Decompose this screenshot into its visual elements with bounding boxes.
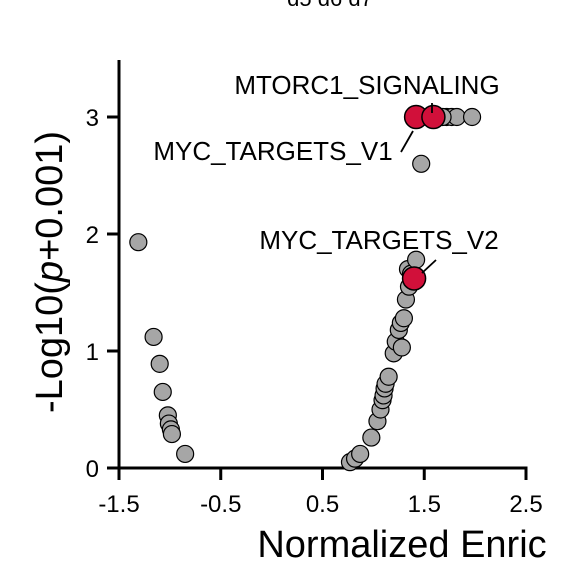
data-point bbox=[150, 354, 169, 373]
data-point bbox=[153, 382, 172, 402]
y-axis-title: -Log10(p+0.001) bbox=[29, 131, 71, 413]
axes: -1.5 -0.5 0.5 1.5 2.5 0 1 2 3 bbox=[86, 60, 543, 518]
y-tick-label: 2 bbox=[86, 222, 99, 249]
y-axis-title-prefix: -Log10( bbox=[29, 282, 71, 413]
annotation-label: MYC_TARGETS_V2 bbox=[259, 225, 498, 255]
data-point bbox=[129, 233, 148, 252]
annotation-label: MTORC1_SIGNALING bbox=[234, 70, 499, 100]
x-axis-title: Normalized Enric bbox=[257, 524, 546, 566]
data-point bbox=[392, 338, 411, 357]
highlight-point bbox=[421, 104, 446, 130]
y-axis-title-suffix: +0.001) bbox=[29, 131, 71, 261]
data-point bbox=[162, 424, 182, 444]
x-tick-label: 1.5 bbox=[408, 491, 441, 518]
data-point bbox=[379, 367, 398, 386]
annotations: MYC_TARGETS_V1 MTORC1_SIGNALING MYC_TARGET… bbox=[153, 70, 500, 274]
annotation-leader bbox=[421, 259, 437, 274]
data-point bbox=[412, 154, 431, 173]
data-point bbox=[362, 428, 381, 447]
data-point bbox=[394, 309, 413, 328]
x-tick-label: 0.5 bbox=[306, 491, 339, 518]
annotation-label: MYC_TARGETS_V1 bbox=[153, 136, 392, 166]
data-point bbox=[462, 107, 482, 127]
y-tick-label: 0 bbox=[86, 456, 99, 483]
highlight-point bbox=[401, 266, 427, 291]
data-point bbox=[176, 444, 195, 464]
y-tick-label: 1 bbox=[86, 339, 99, 366]
data-point bbox=[144, 327, 163, 347]
annotation-leader bbox=[400, 130, 414, 153]
x-tick-label: 2.5 bbox=[509, 491, 542, 518]
x-tick-label: -1.5 bbox=[98, 491, 139, 518]
y-axis-title-italic: p bbox=[29, 261, 71, 283]
clipped-top-labels: d5 d6 d7 bbox=[287, 0, 373, 11]
x-tick-label: -0.5 bbox=[200, 491, 241, 518]
y-tick-label: 3 bbox=[86, 105, 99, 132]
data-points bbox=[129, 104, 482, 472]
data-point bbox=[351, 444, 370, 464]
